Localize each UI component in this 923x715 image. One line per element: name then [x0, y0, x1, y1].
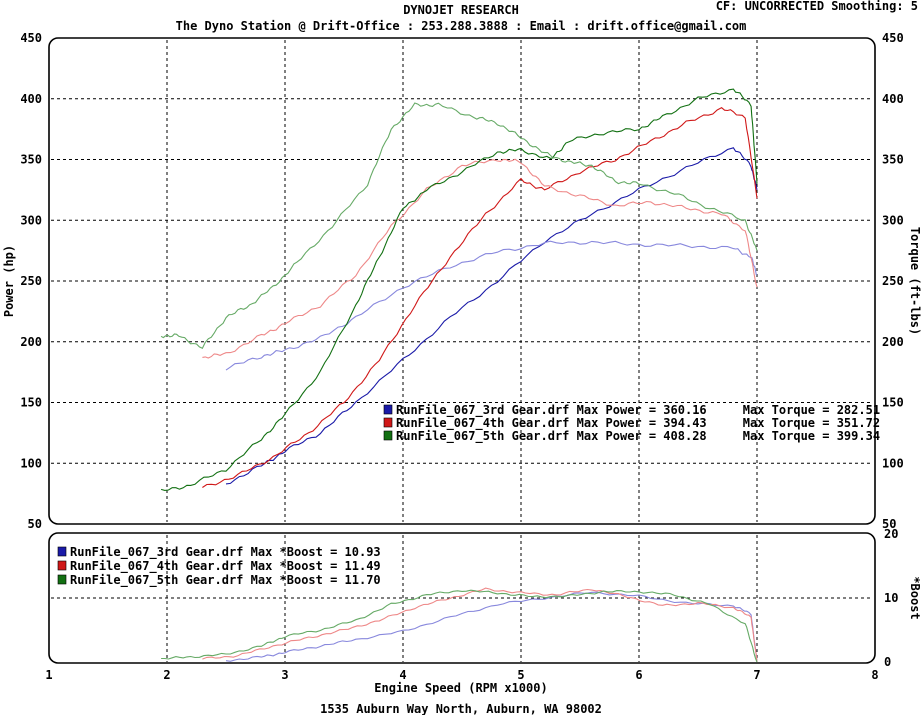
- chart-title: DYNOJET RESEARCH: [403, 3, 519, 17]
- boost-legend-entry-4th: RunFile_067_4th Gear.drf Max *Boost = 11…: [70, 559, 381, 574]
- power-tick-label: 300: [20, 213, 42, 227]
- series-line-runfile-067-5th-gear-drf-power: [160, 88, 758, 491]
- power-tick-label: 100: [20, 456, 42, 470]
- power-grid: [51, 40, 873, 522]
- boost-legend-entry-3rd: RunFile_067_3rd Gear.drf Max *Boost = 10…: [70, 545, 381, 560]
- series-line-runfile-067-4th-gear-drf-power: [202, 107, 758, 488]
- power-torque-series: [160, 88, 758, 491]
- legend-entry-4th: RunFile_067_4th Gear.drf Max Power = 394…: [396, 416, 880, 431]
- boost-right-ticks: 0 10 20: [884, 527, 898, 669]
- power-axis-label: Power (hp): [2, 245, 16, 317]
- boost-axis-label: *Boost: [908, 576, 922, 619]
- boost-legend: RunFile_067_3rd Gear.drf Max *Boost = 10…: [57, 545, 381, 588]
- torque-axis-label: Torque (ft-lbs): [908, 227, 922, 335]
- power-tick-label: 50: [28, 517, 42, 531]
- legend-swatch-4th: [383, 417, 393, 428]
- series-line-runfile-067-3rd-gear-drf-torque: [225, 240, 758, 371]
- series-line-runfile-067-5th-gear-drf-torque: [160, 102, 758, 350]
- boost-legend-swatch-3rd: [57, 546, 67, 557]
- legend-entry-3rd: RunFile_067_3rd Gear.drf Max Power = 360…: [396, 403, 880, 418]
- rpm-tick-label: 4: [399, 668, 406, 682]
- power-legend: RunFile_067_3rd Gear.drf Max Power = 360…: [383, 403, 880, 444]
- torque-tick-label: 450: [882, 31, 904, 45]
- chart-subtitle: The Dyno Station @ Drift-Office : 253.28…: [176, 19, 747, 33]
- torque-right-ticks: 50 100 150 200 250 300 350 400 450: [882, 31, 904, 531]
- boost-legend-swatch-5th: [57, 574, 67, 585]
- boost-line-runfile-067-4th-gear-drf: [202, 587, 758, 663]
- power-tick-label: 350: [20, 153, 42, 167]
- series-line-runfile-067-3rd-gear-drf-power: [225, 147, 758, 485]
- rpm-tick-label: 8: [871, 668, 878, 682]
- rpm-axis-label: Engine Speed (RPM x1000): [374, 681, 547, 695]
- power-tick-label: 400: [20, 92, 42, 106]
- boost-tick-label: 0: [884, 655, 891, 669]
- boost-tick-label: 10: [884, 591, 898, 605]
- power-tick-label: 150: [20, 396, 42, 410]
- rpm-tick-label: 6: [635, 668, 642, 682]
- torque-tick-label: 300: [882, 213, 904, 227]
- legend-swatch-5th: [383, 430, 393, 441]
- power-left-ticks: 50 100 150 200 250 300 350 400 450: [20, 31, 42, 531]
- rpm-tick-label: 3: [281, 668, 288, 682]
- rpm-tick-label: 5: [517, 668, 524, 682]
- rpm-tick-label: 1: [45, 668, 52, 682]
- series-line-runfile-067-4th-gear-drf-torque: [202, 158, 758, 359]
- rpm-tick-label: 7: [753, 668, 760, 682]
- power-tick-label: 250: [20, 274, 42, 288]
- torque-tick-label: 350: [882, 153, 904, 167]
- legend-swatch-3rd: [383, 404, 393, 415]
- boost-line-runfile-067-5th-gear-drf: [161, 589, 758, 663]
- power-tick-label: 450: [20, 31, 42, 45]
- footer-address: 1535 Auburn Way North, Auburn, WA 98002: [320, 702, 602, 715]
- torque-tick-label: 150: [882, 396, 904, 410]
- torque-tick-label: 200: [882, 335, 904, 349]
- boost-series: [161, 587, 758, 663]
- boost-grid: [51, 535, 873, 662]
- boost-tick-label: 20: [884, 527, 898, 541]
- settings-text: CF: UNCORRECTED Smoothing: 5: [716, 0, 918, 13]
- torque-tick-label: 100: [882, 456, 904, 470]
- rpm-tick-label: 2: [163, 668, 170, 682]
- torque-tick-label: 250: [882, 274, 904, 288]
- torque-tick-label: 400: [882, 92, 904, 106]
- boost-legend-swatch-4th: [57, 560, 67, 571]
- legend-entry-5th: RunFile_067_5th Gear.drf Max Power = 408…: [396, 429, 880, 444]
- power-tick-label: 200: [20, 335, 42, 349]
- rpm-axis-ticks: 1 2 3 4 5 6 7 8: [45, 668, 878, 682]
- boost-legend-entry-5th: RunFile_067_5th Gear.drf Max *Boost = 11…: [70, 573, 381, 588]
- torque-tick-label: 50: [882, 517, 896, 531]
